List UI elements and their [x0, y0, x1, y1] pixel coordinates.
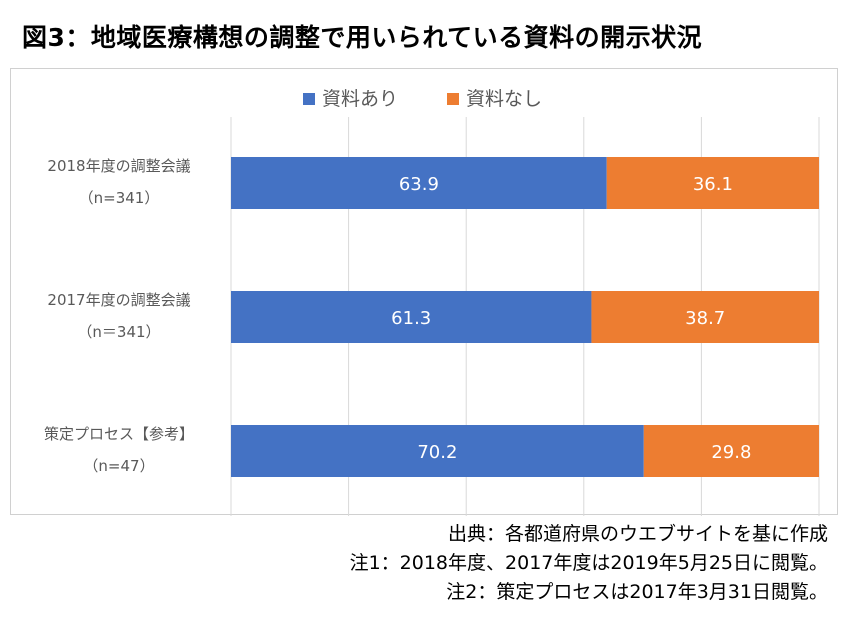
chart-title: 図3：地域医療構想の調整で用いられている資料の開示状況: [22, 23, 703, 52]
bar-segment: [591, 291, 819, 343]
bar-segment: [643, 425, 819, 477]
source-notes: 出典：各都道府県のウエブサイトを基に作成 注1：2018年度、2017年度は20…: [350, 520, 828, 607]
legend-label: 資料あり: [322, 88, 398, 110]
note-2: 注2：策定プロセスは2017年3月31日閲覧。: [446, 581, 828, 603]
bar-segment: [231, 291, 592, 343]
bar-segment: [231, 157, 607, 209]
note-1: 注1：2018年度、2017年度は2019年5月25日に閲覧。: [349, 552, 828, 574]
bar-segment: [231, 425, 644, 477]
stacked-bar-chart: 資料あり 資料なし 63.9 36.1 2018年度の調整会議 （n=341） 61.3 38…: [44, 88, 820, 516]
category-sublabel: （n=47）: [83, 457, 154, 475]
category-label: 策定プロセス【参考】: [44, 425, 194, 443]
bar-segment: [606, 157, 819, 209]
category-sublabel: （n＝341）: [77, 323, 160, 341]
category-label: 2018年度の調整会議: [47, 157, 190, 175]
legend-swatch: [447, 93, 459, 105]
data-label: 70.2: [417, 442, 457, 463]
category-label: 2017年度の調整会議: [47, 291, 190, 309]
legend-label: 資料なし: [466, 88, 542, 110]
legend-swatch: [303, 93, 315, 105]
chart-area: 資料あり 資料なし 63.9 36.1 2018年度の調整会議 （n=341） 61.3 38…: [10, 68, 838, 516]
data-label: 29.8: [711, 442, 751, 463]
category-sublabel: （n=341）: [79, 189, 160, 207]
data-label: 38.7: [685, 308, 725, 329]
data-label: 36.1: [693, 174, 733, 195]
data-label: 61.3: [391, 308, 431, 329]
data-label: 63.9: [399, 174, 439, 195]
source-note: 出典：各都道府県のウエブサイトを基に作成: [447, 523, 828, 545]
